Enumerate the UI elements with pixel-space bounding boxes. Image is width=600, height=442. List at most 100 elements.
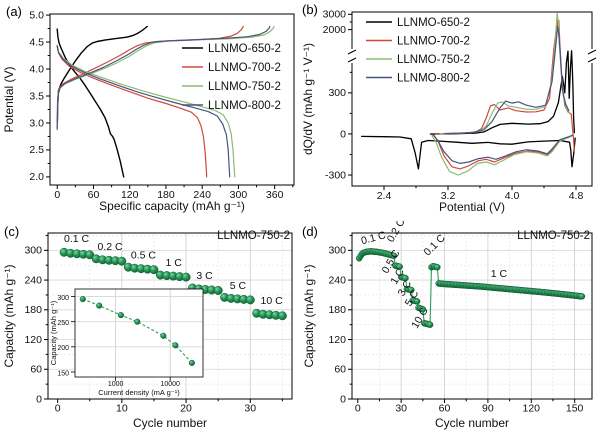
y-tick-label: 240 <box>24 274 42 286</box>
rate-label: 3 C <box>196 270 213 282</box>
series <box>355 248 586 328</box>
x-tick-label: 20 <box>180 403 192 415</box>
x-tick-label: 120 <box>523 403 541 415</box>
rate-label: 0.5 C <box>131 249 157 261</box>
y-tick-label: -300 <box>325 169 346 181</box>
legend-label: LLNMO-700-2 <box>208 62 281 74</box>
y-tick-label: 120 <box>24 334 42 346</box>
x-tick-label: 4.8 <box>569 190 584 202</box>
y-tick-label: 0 <box>340 128 346 140</box>
panel-b-dqdv-chart: 2.4 3.2 4.0 4.8 -300 0 300 2000 3000 Potential (V… <box>301 9 597 214</box>
panel-d-cycling-stability-chart: 0 30 60 90 120 150 0 60 120 180 240 300 Cycle number… <box>302 221 593 430</box>
legend-label: LLNMO-650-2 <box>208 43 281 55</box>
gridlines <box>352 233 592 399</box>
y-tick-label: 0 <box>340 393 346 405</box>
y-tick-label: 240 <box>328 274 346 286</box>
series <box>59 247 287 321</box>
panel-label-a: (a) <box>6 4 22 19</box>
x-axis-title: Current density (mA g⁻¹) <box>98 388 180 397</box>
x-tick-label: 30 <box>395 403 407 415</box>
rate-label: 10 C <box>261 295 284 307</box>
y-tick-label: 150 <box>57 370 69 377</box>
legend-label: LLNMO-800-2 <box>397 73 470 85</box>
y-tick-label: 300 <box>24 245 42 257</box>
y-tick-label: 180 <box>328 304 346 316</box>
legend-label: LLNMO-650-2 <box>397 17 470 29</box>
axes: 1000 10000 150 200 250 300 <box>57 295 180 388</box>
y-tick-label: 200 <box>57 345 69 352</box>
x-tick-label: 240 <box>193 189 211 201</box>
x-tick-label: 3.2 <box>441 190 456 202</box>
y-tick-label: 2.5 <box>29 144 44 156</box>
x-axis-title: Potential (V) <box>439 200 505 214</box>
rate-label: 0.1 C <box>422 232 449 259</box>
y-tick-label: 180 <box>24 304 42 316</box>
y-tick-label: 3.0 <box>29 117 44 129</box>
y-tick-label: 4.5 <box>29 36 44 48</box>
rate-label: 5 C <box>230 280 247 292</box>
x-tick-label: 30 <box>244 403 256 415</box>
legend-label: LLNMO-800-2 <box>208 100 281 112</box>
y-tick-label: 2.0 <box>29 171 44 183</box>
y-tick-label: 5.0 <box>29 9 44 21</box>
x-tick-label: 150 <box>566 403 584 415</box>
x-tick-label: 0 <box>54 189 60 201</box>
y-tick-label: 60 <box>334 364 346 376</box>
axes: 0 30 60 90 120 150 0 60 120 180 240 300 <box>328 234 584 415</box>
y-tick-label: 0 <box>36 393 42 405</box>
x-axis-title: Cycle number <box>435 416 509 430</box>
y-tick-label: 60 <box>30 364 42 376</box>
x-tick-label: 0 <box>355 403 361 415</box>
x-tick-label: 60 <box>88 189 100 201</box>
x-tick-label: 10 <box>116 403 128 415</box>
x-axis-title: Cycle number <box>133 416 207 430</box>
series <box>56 25 275 178</box>
y-tick-label: 3.5 <box>29 90 44 102</box>
y-axis-title: Capacity (mAh g⁻¹) <box>302 264 316 367</box>
panel-a-voltage-capacity-chart: 0 60 120 180 240 300 360 2.0 2.5 3.0 3.5 4.0 4.5 5.0 S… <box>2 9 295 213</box>
x-tick-label: 180 <box>157 189 175 201</box>
panel-label-b: (b) <box>302 2 318 17</box>
legend: LLNMO-650-2 LLNMO-700-2 LLNMO-750-2 LLNMO-8… <box>182 43 281 112</box>
y-tick-label: 3000 <box>323 9 347 21</box>
x-tick-label: 60 <box>439 403 451 415</box>
y-tick-label: 4.0 <box>29 63 44 75</box>
sample-tag-panel-d: LLNMO-750-2 <box>517 230 590 242</box>
y-tick-label: 300 <box>57 295 69 302</box>
y-tick-label: 300 <box>328 87 346 99</box>
y-tick-label: 250 <box>57 320 69 327</box>
rate-label: 0.2 C <box>97 241 123 253</box>
x-axis-title: Specific capacity (mAh g⁻¹) <box>99 199 245 213</box>
sample-tag-panel-c: LLNMO-750-2 <box>217 230 290 242</box>
axes: 0 60 120 180 240 300 360 2.0 2.5 3.0 3.5 4.0 4.5 5.0 <box>29 9 294 201</box>
x-tick-label: 10000 <box>160 381 180 388</box>
legend-label: LLNMO-700-2 <box>397 36 470 48</box>
x-tick-label: 90 <box>482 403 494 415</box>
legend-label: LLNMO-750-2 <box>397 54 470 66</box>
y-tick-label: 2000 <box>323 24 347 36</box>
x-tick-label: 1000 <box>108 381 124 388</box>
y-tick-label: 120 <box>328 334 346 346</box>
panel-label-d: (d) <box>302 224 318 239</box>
legend-label: LLNMO-750-2 <box>208 81 281 93</box>
legend: LLNMO-650-2 LLNMO-700-2 LLNMO-750-2 LLNMO-8… <box>366 17 470 85</box>
x-tick-label: 0 <box>55 403 61 415</box>
rate-label: 1 C <box>491 268 508 280</box>
panel-label-c: (c) <box>4 224 20 239</box>
x-tick-label: 360 <box>266 189 284 201</box>
x-tick-label: 2.4 <box>377 190 392 202</box>
rate-label: 0.1 C <box>360 229 388 247</box>
x-tick-label: 300 <box>230 189 248 201</box>
y-axis-title: dQ/dV (mAh g⁻¹ V⁻¹) <box>301 43 315 155</box>
series <box>360 12 576 176</box>
x-tick-label: 120 <box>121 189 139 201</box>
y-axis-title: Capacity (mAh g⁻¹) <box>2 264 16 367</box>
axes: 2.4 3.2 4.0 4.8 -300 0 300 2000 3000 <box>323 9 584 202</box>
y-axis-title: Potential (V) <box>2 66 16 132</box>
y-tick-label: 300 <box>328 245 346 257</box>
rate-label: 0.1 C <box>64 233 90 245</box>
rate-label: 1 C <box>166 257 183 269</box>
